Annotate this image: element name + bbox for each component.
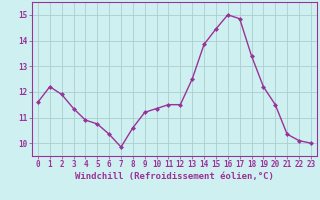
- X-axis label: Windchill (Refroidissement éolien,°C): Windchill (Refroidissement éolien,°C): [75, 172, 274, 181]
